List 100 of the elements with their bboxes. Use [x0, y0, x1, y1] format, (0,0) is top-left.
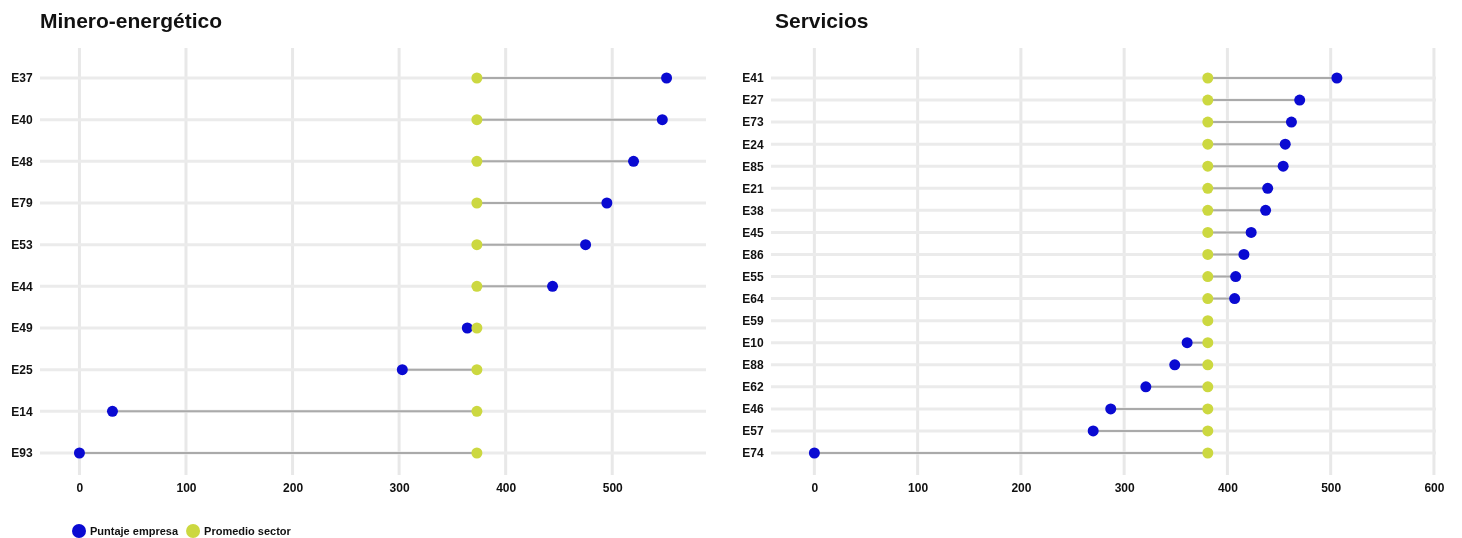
- x-tick-label: 300: [1114, 480, 1135, 495]
- x-tick-label: 400: [496, 480, 517, 495]
- y-tick-label: E37: [11, 71, 33, 86]
- point: [1260, 204, 1272, 216]
- point: [1202, 94, 1214, 106]
- y-tick-label: E46: [742, 402, 764, 417]
- point: [1245, 226, 1257, 238]
- point: [1202, 226, 1214, 238]
- y-tick-label: E14: [11, 404, 33, 419]
- point: [471, 239, 483, 251]
- point: [471, 364, 483, 376]
- point: [471, 280, 483, 292]
- legend-label: Promedio sector: [204, 525, 292, 537]
- y-tick-label: E62: [742, 380, 764, 395]
- y-tick-label: E57: [742, 424, 764, 439]
- y-tick-label: E55: [742, 269, 764, 284]
- y-tick-label: E85: [742, 159, 764, 174]
- point: [1087, 425, 1099, 437]
- point: [580, 239, 592, 251]
- point: [1105, 403, 1117, 415]
- point: [547, 280, 559, 292]
- point: [471, 447, 483, 459]
- legend-label: Puntaje empresa: [90, 525, 179, 537]
- y-tick-label: E86: [742, 247, 764, 262]
- point: [1202, 204, 1214, 216]
- point: [1262, 182, 1274, 194]
- y-tick-label: E49: [11, 321, 33, 336]
- point: [1279, 138, 1291, 150]
- point: [1202, 315, 1214, 327]
- point: [396, 364, 408, 376]
- y-tick-label: E10: [742, 336, 764, 351]
- point: [1202, 403, 1214, 415]
- point: [1202, 271, 1214, 283]
- point: [1238, 248, 1250, 260]
- y-tick-label: E48: [11, 154, 33, 169]
- point: [628, 155, 640, 167]
- x-tick-label: 300: [389, 480, 410, 495]
- y-tick-label: E40: [11, 113, 33, 128]
- point: [1202, 447, 1214, 459]
- x-tick-label: 100: [908, 480, 929, 495]
- point: [471, 72, 483, 84]
- x-tick-label: 500: [602, 480, 624, 495]
- y-tick-label: E79: [11, 196, 33, 211]
- point: [656, 114, 668, 126]
- point: [1202, 248, 1214, 260]
- point: [461, 322, 473, 334]
- x-tick-label: 200: [283, 480, 304, 495]
- y-tick-label: E88: [742, 358, 764, 373]
- x-tick-label: 0: [811, 480, 819, 495]
- point: [1285, 116, 1297, 128]
- x-tick-label: 500: [1321, 480, 1342, 495]
- point: [471, 322, 483, 334]
- point: [1202, 160, 1214, 172]
- point: [1202, 138, 1214, 150]
- point: [601, 197, 613, 209]
- y-tick-label: E74: [742, 446, 764, 461]
- point: [106, 405, 118, 417]
- point: [471, 114, 483, 126]
- x-tick-label: 600: [1424, 480, 1445, 495]
- point: [1202, 293, 1214, 305]
- point: [1331, 72, 1343, 84]
- point: [1202, 359, 1214, 371]
- point: [808, 447, 820, 459]
- point: [471, 405, 483, 417]
- y-tick-label: E25: [11, 363, 33, 378]
- point: [1202, 425, 1214, 437]
- y-tick-label: E53: [11, 238, 33, 253]
- y-tick-label: E41: [742, 71, 764, 86]
- point: [1202, 337, 1214, 349]
- y-tick-label: E73: [742, 115, 764, 130]
- point: [1294, 94, 1306, 106]
- point: [1202, 72, 1214, 84]
- y-tick-label: E45: [742, 225, 764, 240]
- y-tick-label: E27: [742, 93, 764, 108]
- point: [1202, 381, 1214, 393]
- point: [1230, 271, 1242, 283]
- point: [661, 72, 673, 84]
- point: [471, 197, 483, 209]
- point: [471, 155, 483, 167]
- x-tick-label: 200: [1011, 480, 1032, 495]
- point: [1181, 337, 1193, 349]
- x-tick-label: 400: [1217, 480, 1239, 495]
- y-tick-label: E21: [742, 181, 764, 196]
- y-tick-label: E24: [742, 137, 764, 152]
- point: [1140, 381, 1152, 393]
- x-tick-label: 100: [176, 480, 197, 495]
- point: [1277, 160, 1289, 172]
- y-tick-label: E44: [11, 279, 33, 294]
- point: [73, 447, 85, 459]
- x-tick-label: 0: [76, 480, 84, 495]
- point: [1229, 293, 1241, 305]
- chart-title: Minero-energético: [40, 9, 223, 32]
- y-tick-label: E59: [742, 313, 764, 328]
- y-tick-label: E93: [11, 446, 33, 461]
- point: [1202, 116, 1214, 128]
- point: [1202, 182, 1214, 194]
- y-tick-label: E38: [742, 203, 764, 218]
- y-tick-label: E64: [742, 291, 764, 306]
- chart-title: Servicios: [775, 9, 869, 32]
- point: [1169, 359, 1181, 371]
